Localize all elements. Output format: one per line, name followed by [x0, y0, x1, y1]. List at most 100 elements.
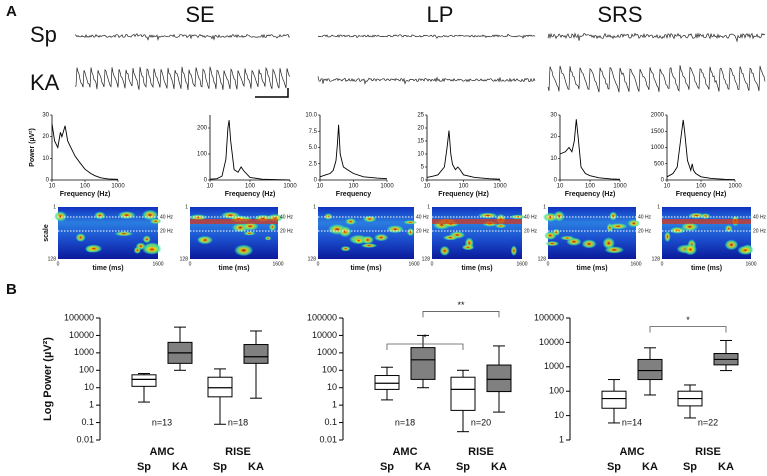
y-tick-label: 10	[550, 156, 557, 162]
wavelet-x-label: time (ms)	[350, 265, 381, 272]
band-label: 20 Hz	[638, 228, 652, 234]
y-tick-label: 100	[549, 386, 564, 396]
wavelet-blob	[234, 244, 254, 257]
panel-label: A	[6, 3, 17, 20]
series-label: KA	[491, 461, 507, 473]
x-tick-label: 1000	[493, 184, 507, 190]
wavelet-x-label: time (ms)	[461, 265, 492, 272]
wavelet-blob	[604, 246, 625, 254]
spectrum-line	[666, 119, 736, 181]
wavelet-y-tick: 1	[657, 204, 660, 210]
wavelet-y-tick: 1	[313, 204, 316, 210]
wavelet-blob	[345, 218, 357, 225]
x-tick-label: 100	[80, 184, 91, 190]
spectrum-line	[426, 130, 501, 180]
wavelet-blob	[386, 225, 404, 234]
y-tick-label: 1	[89, 400, 94, 410]
eeg-trace	[74, 66, 291, 91]
wavelet-blob	[197, 235, 213, 245]
wavelet-x-tick: 0	[57, 261, 60, 267]
x-axis-label: Frequency (Hz)	[225, 191, 276, 198]
wavelet-blob	[360, 243, 378, 248]
wavelet-blob	[75, 233, 86, 242]
wavelet-y-tick: 1	[543, 204, 546, 210]
y-tick-label: 100000	[307, 312, 337, 322]
significance-bracket	[386, 343, 464, 350]
significance-bracket	[422, 311, 500, 318]
y-tick-label: 0	[554, 178, 558, 184]
wavelet-x-label: time (ms)	[691, 265, 722, 272]
wavelet-blob	[439, 245, 450, 256]
n-label: n=20	[471, 417, 491, 427]
wavelet-blob	[664, 231, 671, 243]
wavelet-y-tick: 128	[48, 256, 57, 262]
series-label: KA	[415, 461, 431, 473]
x-tick-label: 10	[49, 184, 56, 190]
wavelet-blob	[189, 214, 207, 221]
y-tick-label: 10	[42, 156, 49, 162]
y-tick-label: 10	[417, 152, 424, 158]
x-tick-label: 1000	[728, 184, 742, 190]
series-label: Sp	[607, 461, 621, 473]
x-tick-label: 1000	[380, 184, 394, 190]
y-axis-label: Log Power (µV²)	[42, 337, 54, 421]
wavelet-blob	[361, 235, 374, 245]
box	[207, 376, 233, 398]
n-label: n=18	[228, 417, 248, 427]
band-label: 20 Hz	[524, 228, 538, 234]
axis	[666, 115, 735, 181]
wavelet-x-tick: 0	[189, 261, 192, 267]
y-tick-label: 0	[204, 178, 208, 184]
wavelet-blob	[700, 213, 711, 219]
y-tick-label: 0	[46, 178, 50, 184]
eeg-trace	[547, 65, 766, 93]
y-tick-label: 0	[314, 178, 318, 184]
group-label: AMC	[392, 446, 417, 458]
y-tick-label: 10000	[539, 337, 564, 347]
box	[486, 364, 512, 393]
y-tick-label: 1	[559, 434, 564, 444]
series-label: Sp	[380, 461, 394, 473]
group-label: RISE	[695, 446, 721, 458]
wavelet-x-tick: 1600	[152, 261, 163, 267]
x-tick-label: 1000	[283, 184, 297, 190]
axis	[319, 115, 387, 181]
y-tick-label: 5.0	[309, 145, 318, 151]
band-label: 20 Hz	[416, 228, 430, 234]
wavelet-blob	[94, 211, 106, 220]
n-label: n=18	[395, 417, 415, 427]
wavelet-y-tick: 128	[652, 256, 661, 262]
band-label: 20 Hz	[160, 228, 174, 234]
n-label: n=22	[698, 417, 718, 427]
wavelet-x-label: time (ms)	[576, 265, 607, 272]
wavelet-blob	[264, 236, 272, 241]
y-tick-label: 100	[322, 365, 337, 375]
eeg-trace	[74, 33, 291, 41]
wavelet-blob	[406, 227, 415, 237]
wavelet-blob	[114, 231, 134, 237]
wavelet-x-tick: 0	[547, 261, 550, 267]
y-tick-label: 25	[417, 113, 424, 119]
condition-title: LP	[427, 2, 454, 27]
y-tick-label: 20	[550, 134, 557, 140]
x-axis-label: Frequency (Hz)	[438, 191, 489, 198]
y-tick-label: 2.5	[309, 161, 318, 167]
group-label: AMC	[619, 446, 644, 458]
x-tick-label: 10	[207, 184, 214, 190]
wavelet-blob	[268, 223, 277, 231]
wavelet-blob	[85, 244, 103, 253]
x-axis-label: Frequency (Hz)	[60, 191, 111, 198]
y-tick-label: 200	[197, 126, 208, 132]
wavelet-blob	[133, 246, 141, 254]
x-tick-label: 100	[348, 184, 359, 190]
spectrum-line	[51, 123, 119, 180]
y-tick-label: 1500	[651, 129, 665, 135]
wavelet-blob	[353, 237, 365, 245]
y-tick-label: 100000	[64, 312, 94, 322]
y-tick-label: 2000	[651, 113, 665, 119]
y-tick-label: 500	[654, 161, 665, 167]
wavelet-blob	[141, 209, 159, 221]
y-tick-label: 10.0	[305, 113, 317, 119]
wavelet-blob	[220, 211, 240, 219]
box	[410, 347, 436, 380]
